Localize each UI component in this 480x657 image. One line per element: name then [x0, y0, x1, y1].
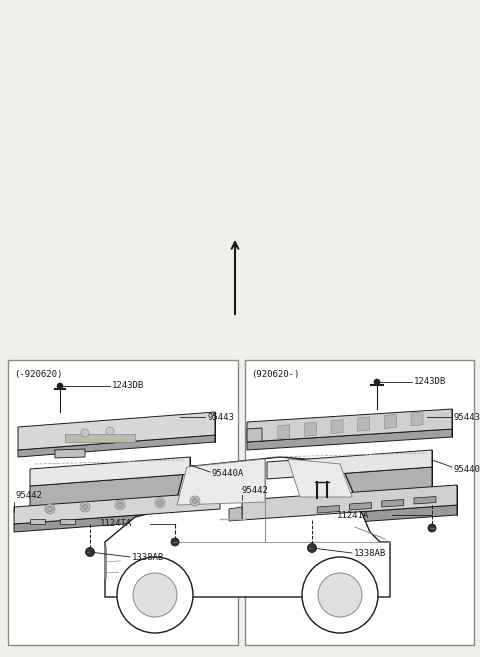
Text: 95440A: 95440A: [454, 464, 480, 474]
Circle shape: [157, 501, 163, 505]
Circle shape: [192, 499, 197, 503]
Circle shape: [133, 573, 177, 617]
Text: 1124TA: 1124TA: [100, 520, 132, 528]
Text: 95443: 95443: [454, 413, 480, 422]
Polygon shape: [18, 412, 215, 450]
Circle shape: [171, 538, 179, 546]
Polygon shape: [105, 457, 390, 597]
Circle shape: [81, 429, 89, 437]
Polygon shape: [18, 435, 215, 457]
Polygon shape: [382, 499, 404, 507]
Polygon shape: [14, 492, 220, 524]
Circle shape: [308, 543, 316, 553]
Text: 95442: 95442: [242, 486, 269, 495]
Circle shape: [302, 557, 378, 633]
Circle shape: [190, 496, 200, 506]
Bar: [60, 519, 75, 524]
Polygon shape: [331, 419, 343, 434]
Text: (920620-): (920620-): [251, 370, 300, 379]
Text: 95440A: 95440A: [212, 470, 244, 478]
Polygon shape: [267, 450, 432, 479]
Text: (-920620): (-920620): [14, 370, 62, 379]
Polygon shape: [358, 417, 370, 431]
Polygon shape: [30, 474, 190, 508]
Polygon shape: [278, 424, 290, 439]
Polygon shape: [414, 497, 436, 504]
Circle shape: [83, 505, 87, 509]
Circle shape: [118, 503, 122, 507]
Circle shape: [57, 383, 63, 389]
Circle shape: [428, 524, 436, 532]
Bar: [245, 360, 474, 645]
Circle shape: [115, 500, 125, 510]
Polygon shape: [349, 503, 372, 510]
Bar: [65, 434, 135, 442]
Text: 11241A: 11241A: [337, 510, 369, 520]
Bar: [30, 519, 45, 524]
Text: 95442: 95442: [16, 491, 43, 500]
Text: 1338AB: 1338AB: [354, 549, 386, 558]
Polygon shape: [247, 428, 262, 442]
Text: 1243DB: 1243DB: [112, 382, 144, 390]
Polygon shape: [288, 459, 352, 497]
Polygon shape: [30, 457, 190, 486]
Text: 1338AB: 1338AB: [132, 553, 164, 562]
Polygon shape: [317, 505, 339, 513]
Circle shape: [85, 547, 95, 556]
Circle shape: [106, 427, 114, 435]
Polygon shape: [242, 505, 457, 530]
Polygon shape: [247, 409, 452, 442]
Polygon shape: [384, 415, 396, 428]
Polygon shape: [411, 412, 423, 426]
Polygon shape: [247, 429, 452, 450]
Polygon shape: [229, 507, 242, 521]
Text: 95443: 95443: [207, 413, 234, 422]
Circle shape: [80, 502, 90, 512]
Polygon shape: [267, 467, 432, 501]
Circle shape: [117, 557, 193, 633]
Bar: [8, 360, 238, 645]
Circle shape: [374, 379, 380, 385]
Circle shape: [318, 573, 362, 617]
Polygon shape: [14, 509, 220, 532]
Polygon shape: [304, 422, 316, 436]
Circle shape: [45, 504, 55, 514]
Polygon shape: [55, 449, 85, 458]
Circle shape: [48, 507, 52, 512]
Polygon shape: [177, 459, 265, 505]
Polygon shape: [242, 485, 457, 520]
Circle shape: [155, 498, 165, 508]
Text: 1243DB: 1243DB: [414, 378, 446, 386]
